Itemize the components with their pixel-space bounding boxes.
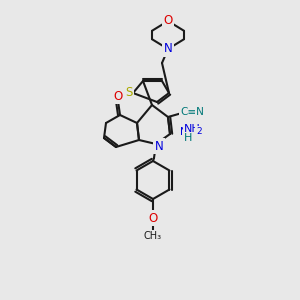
Text: 2: 2 — [194, 130, 200, 139]
Text: 2: 2 — [196, 127, 202, 136]
Text: O: O — [148, 212, 158, 224]
Text: NH: NH — [184, 124, 201, 134]
Text: O: O — [113, 89, 123, 103]
Text: S: S — [125, 85, 133, 98]
Text: O: O — [164, 14, 172, 28]
Text: N: N — [154, 140, 164, 152]
Text: H: H — [184, 133, 192, 143]
Text: NH: NH — [180, 127, 196, 137]
Text: C≡N: C≡N — [180, 107, 204, 117]
Text: CH₃: CH₃ — [144, 231, 162, 241]
Text: N: N — [164, 43, 172, 56]
